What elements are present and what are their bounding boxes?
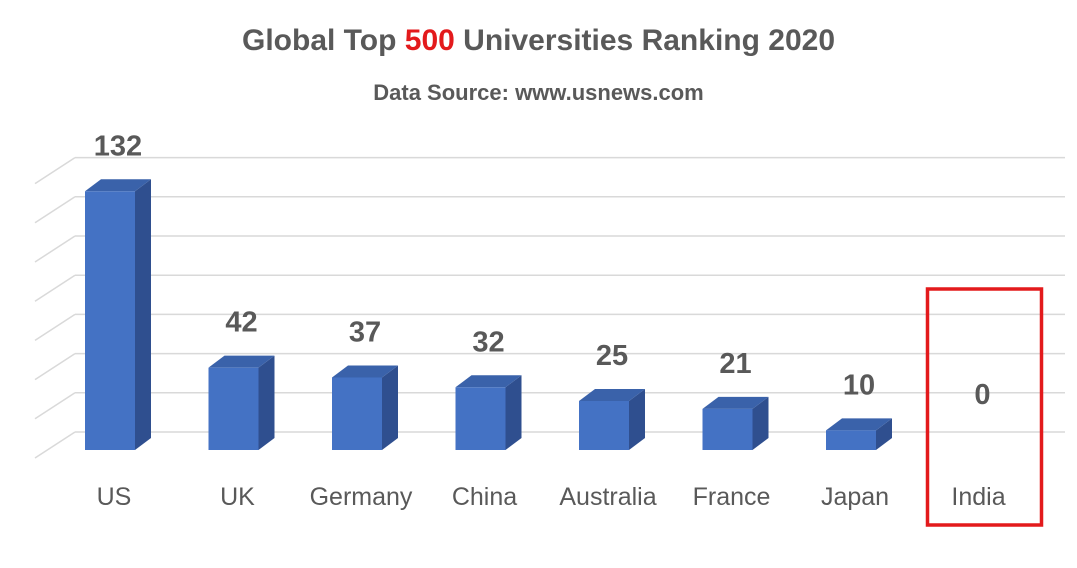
chart-title: Global Top 500 Universities Ranking 2020 [0, 24, 1077, 58]
bar-top [208, 355, 275, 368]
data-label: 42 [225, 307, 257, 339]
gridline-slant [34, 431, 76, 459]
title-prefix: Global Top [242, 24, 405, 57]
gridline-slant [34, 196, 76, 224]
bar-side [382, 365, 398, 450]
bar-top [455, 375, 522, 388]
title-suffix: Universities Ranking 2020 [454, 24, 835, 57]
bar [332, 377, 382, 450]
bar-top [85, 179, 151, 192]
data-label: 37 [349, 316, 381, 348]
title-highlight: 500 [404, 24, 455, 57]
data-label: 0 [974, 379, 990, 411]
chart-subtitle: Data Source: www.usnews.com [373, 80, 704, 105]
bar-side [258, 355, 275, 450]
bar-side [135, 179, 151, 450]
bar [702, 408, 753, 450]
bar-top [826, 418, 892, 431]
bar [579, 401, 629, 450]
gridline-slant [34, 235, 76, 263]
bar [85, 191, 135, 450]
data-label: 21 [719, 348, 751, 380]
bar-side [629, 389, 645, 450]
bar [826, 430, 876, 450]
bar-top [332, 365, 398, 378]
gridline-slant [34, 313, 76, 342]
category-label: US [97, 483, 132, 511]
bar [455, 387, 506, 450]
data-label: 10 [843, 369, 875, 401]
highlight-box [925, 287, 1044, 527]
category-label: Japan [821, 483, 889, 511]
bar-side [505, 375, 522, 450]
gridline-slant [34, 274, 76, 302]
bar-top [579, 389, 645, 401]
gridline-slant [34, 156, 76, 185]
bar-side [876, 418, 892, 450]
category-label: UK [220, 483, 255, 511]
bar [208, 367, 259, 450]
data-label: 32 [472, 326, 504, 358]
gridline-slant [34, 352, 76, 381]
bar-top [702, 396, 769, 409]
gridline-slant [34, 392, 76, 420]
category-label: India [951, 483, 1005, 511]
category-label: Australia [559, 483, 656, 511]
bar-side [752, 396, 769, 450]
category-label: France [693, 483, 771, 511]
category-label: Germany [310, 483, 413, 511]
data-label: 132 [94, 130, 142, 162]
category-label: China [452, 483, 517, 511]
data-label: 25 [596, 340, 628, 372]
